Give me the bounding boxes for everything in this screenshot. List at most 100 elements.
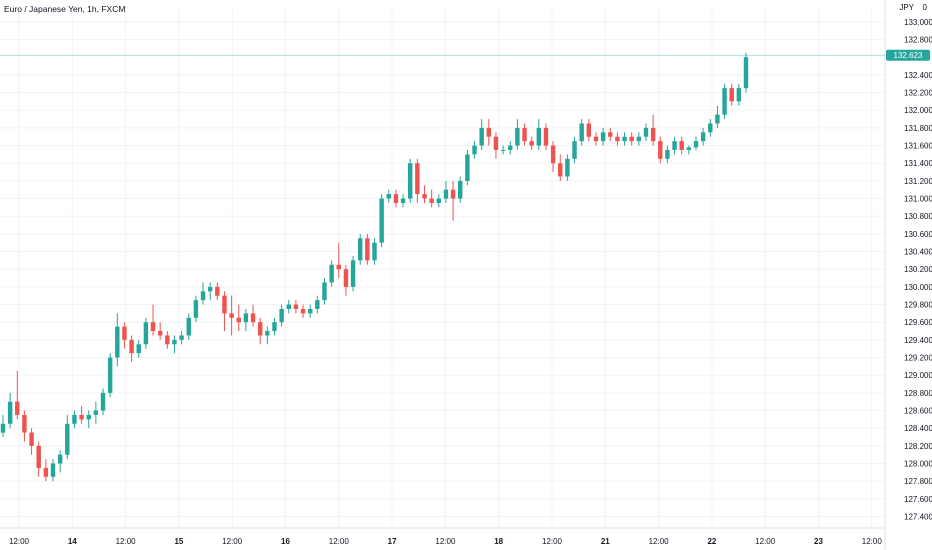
candle [429,189,434,208]
y-tick-label: 128.000 [904,460,932,469]
candle [29,428,34,455]
candle [486,119,492,146]
candle-body [672,141,677,150]
candle [629,132,634,146]
candle-body [100,392,106,411]
candle-body [65,423,70,455]
candle [7,392,13,429]
candle [207,282,213,301]
candle-body [615,136,620,142]
candle-body [272,322,277,332]
candle-body [257,322,263,336]
candle-body [550,145,556,164]
candle [350,255,356,292]
time-axis[interactable]: 12:00 14 12:00 15 12:00 16 12:00 17 12:00 18 12:00… [9,537,882,546]
currency-label[interactable]: JPY [899,3,914,12]
candle-body [79,414,84,420]
y-tick-label: 127.600 [904,495,932,504]
candle-body [86,414,91,420]
candle-body [207,286,213,292]
candle [379,194,384,248]
y-tick-label: 132.200 [904,89,932,98]
candle [550,141,556,173]
candle-body [243,313,249,323]
candle-body [465,154,470,181]
candle-body [636,136,642,142]
candle [736,83,742,106]
candle-body [743,57,749,89]
candle-body [50,463,56,477]
price-axis[interactable]: 127.400 127.600 127.800 128.000 128.200 128.4… [904,18,932,522]
candle-body [629,136,634,142]
candle-body [7,401,13,424]
candle-body [700,132,706,142]
candle-body [572,141,577,159]
candle-body [486,127,492,137]
candle [15,370,20,420]
y-tick-label: 131.800 [904,124,932,133]
candle [329,260,334,287]
candle-body [293,304,299,309]
y-tick-label: 133.000 [904,18,932,27]
candle-body [122,326,127,340]
chart-title: Euro / Japanese Yen, 1h, FXCM [4,4,125,14]
candle-body [93,410,99,415]
candle [57,450,63,473]
y-tick-label: 129.800 [904,301,932,310]
y-tick-label: 127.800 [904,477,932,486]
candle-body [222,295,227,314]
candle-body [286,304,291,309]
candle [458,176,463,203]
candle-body [436,198,442,203]
candle-body [43,467,49,477]
candle [708,119,713,137]
x-tick-label: 12:00 [862,537,883,546]
candle [543,123,549,150]
candle [465,149,470,186]
candle-body [0,423,6,433]
candle [686,145,692,155]
candle-body [136,344,141,354]
unit-marker: 0 [923,3,928,12]
candle-body [143,322,149,345]
candle-body [372,242,377,261]
candle-body [529,141,534,146]
candle-body [736,88,742,102]
candle [500,145,506,155]
y-tick-label: 132.800 [904,36,932,45]
candle [165,331,170,349]
candle [129,335,134,362]
candle [565,154,570,181]
y-tick-label: 128.600 [904,407,932,416]
candle [743,52,749,93]
y-tick-label: 130.200 [904,265,932,274]
x-tick-label: 21 [601,537,610,546]
candle-body [415,163,420,195]
candle-body [608,132,613,137]
y-tick-label: 128.200 [904,442,932,451]
candle [100,388,106,415]
candle-body [379,198,384,243]
candle [529,136,534,150]
candle [86,410,91,429]
candle [693,136,699,150]
candle-body [22,414,27,433]
candle [336,242,341,279]
candle-body [29,432,34,446]
candle [43,459,49,482]
candle [508,141,513,155]
candle [357,233,363,265]
candle [600,127,606,146]
candle [136,339,141,358]
candle [643,123,649,142]
candle-body [107,357,113,393]
candle-body [493,136,499,150]
candle [215,282,220,301]
candle-body [329,264,334,283]
x-tick-label: 12:00 [9,537,30,546]
candle [479,119,484,150]
candle-body [722,88,727,115]
candle-body [408,163,413,199]
